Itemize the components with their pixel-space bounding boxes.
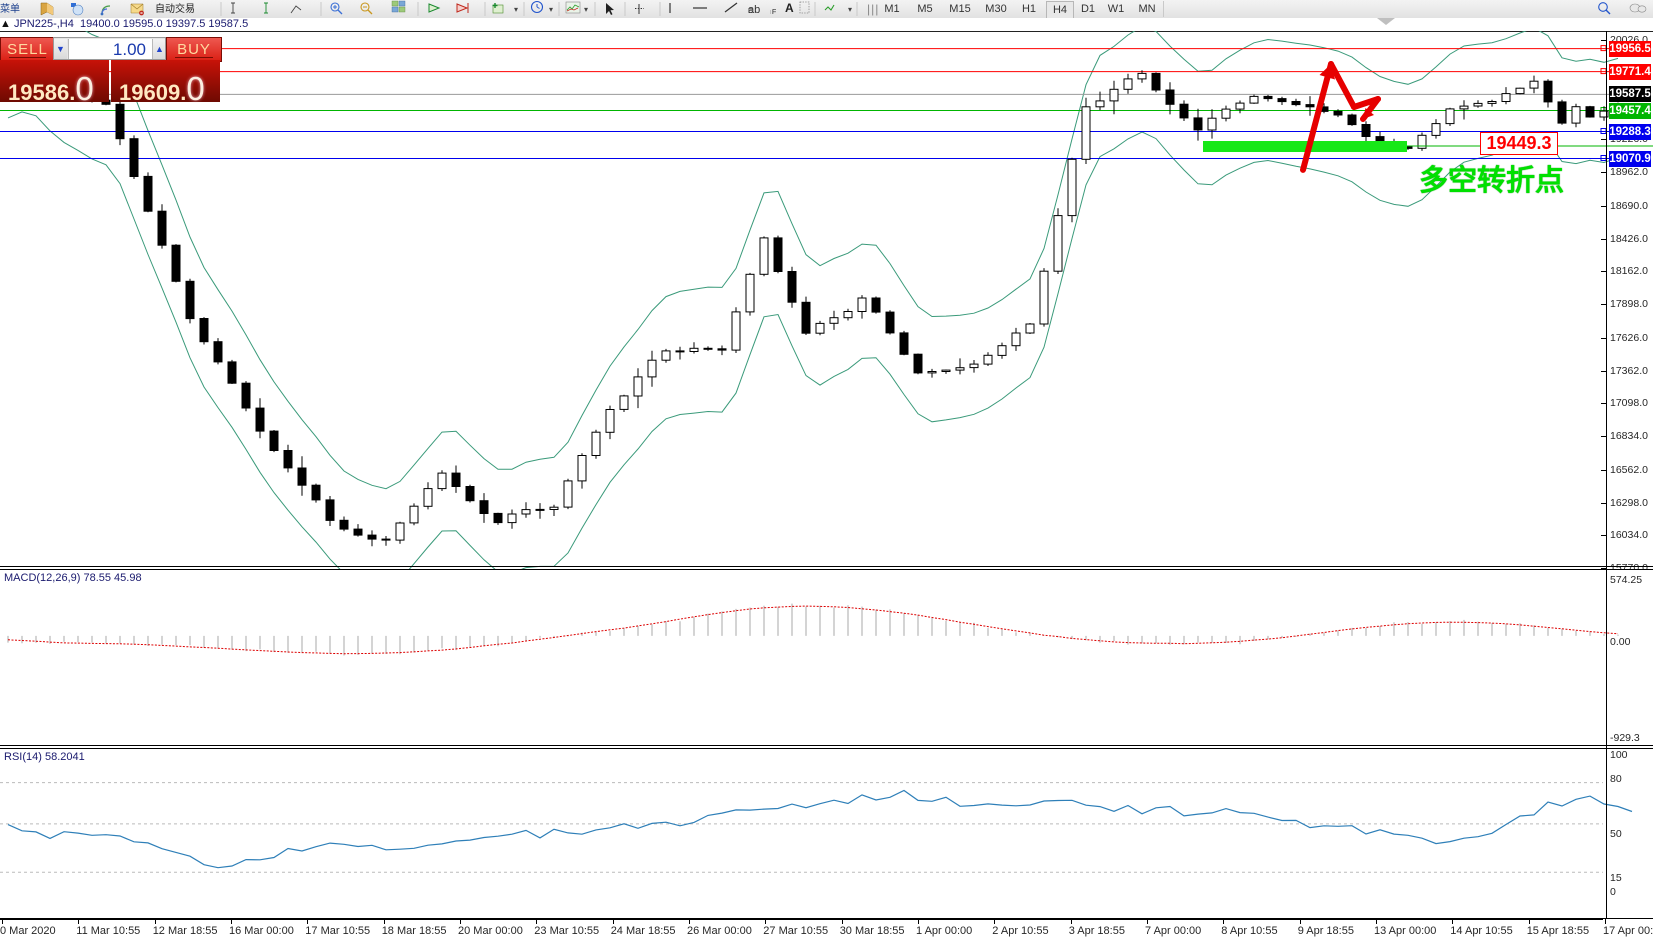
svg-text:▾: ▾	[549, 5, 553, 14]
svg-text:F: F	[772, 9, 776, 16]
svg-text:▾: ▾	[848, 5, 852, 14]
svg-text:自动交易: 自动交易	[155, 2, 195, 15]
svg-text:菜单: 菜单	[0, 3, 20, 15]
svg-text:A: A	[785, 1, 794, 15]
svg-text:▾: ▾	[514, 5, 518, 14]
svg-text:E: E	[748, 8, 753, 15]
svg-text:▾: ▾	[584, 5, 588, 14]
